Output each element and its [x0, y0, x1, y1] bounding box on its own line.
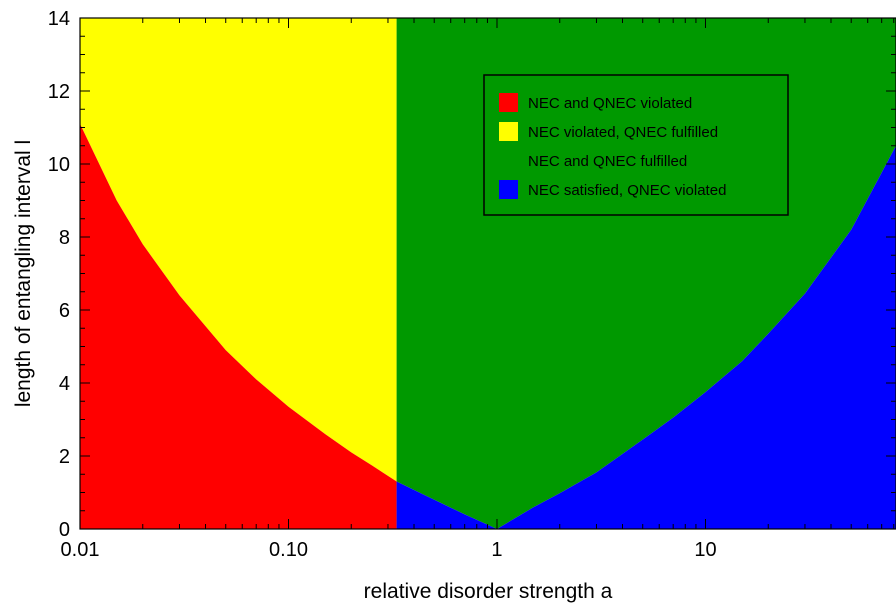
legend-items: NEC and QNEC violated NEC violated, QNEC … — [499, 93, 726, 199]
y-tick-label: 2 — [59, 446, 70, 468]
y-tick-label: 10 — [48, 154, 70, 176]
legend-label: NEC and QNEC fulfilled — [528, 153, 687, 170]
y-tick-label: 4 — [59, 373, 70, 395]
x-axis-ticks: 0.01 0.10 1 10 — [61, 18, 895, 561]
x-tick-label: 0.10 — [269, 539, 308, 561]
region-nec-and-qnec-fulfilled — [396, 18, 896, 529]
y-tick-label: 8 — [59, 227, 70, 249]
x-tick-label: 10 — [694, 539, 716, 561]
legend-label: NEC satisfied, QNEC violated — [528, 182, 726, 199]
x-tick-label: 1 — [491, 539, 502, 561]
legend: NEC and QNEC violated NEC violated, QNEC … — [483, 74, 789, 216]
legend-swatch — [499, 180, 518, 199]
x-tick-label: 0.01 — [61, 539, 100, 561]
region-nec-satisfied-qnec-violated — [396, 145, 896, 529]
legend-swatch — [499, 151, 518, 170]
plot-area — [80, 18, 896, 529]
y-axis-ticks: 0 2 4 6 8 10 12 14 — [48, 8, 896, 541]
y-tick-label: 0 — [59, 519, 70, 541]
legend-swatch — [499, 122, 518, 141]
legend-label: NEC and QNEC violated — [528, 95, 692, 112]
region-nec-violated-qnec-fulfilled — [80, 18, 397, 482]
y-axis-label: length of entangling interval l — [12, 140, 35, 407]
x-axis-label: relative disorder strength a — [364, 580, 613, 603]
region-nec-and-qnec-violated — [80, 123, 397, 529]
y-tick-label: 6 — [59, 300, 70, 322]
legend-label: NEC violated, QNEC fulfilled — [528, 124, 718, 141]
y-tick-label: 12 — [48, 81, 70, 103]
y-tick-label: 14 — [48, 8, 70, 30]
legend-swatch — [499, 93, 518, 112]
legend-box — [483, 74, 789, 216]
